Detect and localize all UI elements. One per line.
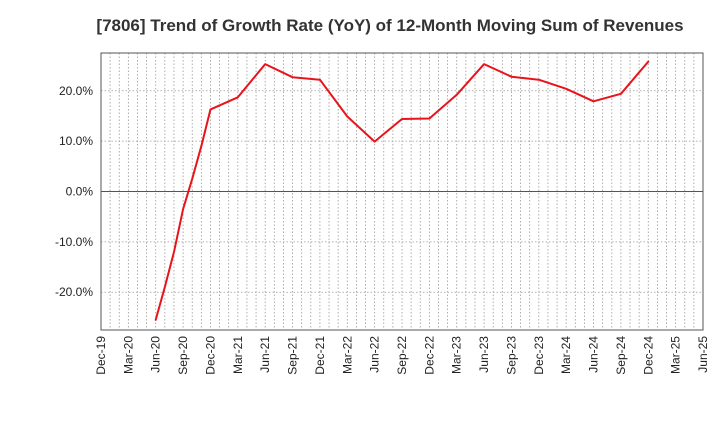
x-tick-label: Dec-22: [422, 336, 436, 375]
x-tick-label: Mar-25: [669, 336, 683, 374]
y-axis-labels: 20.0% 10.0% 0.0% -10.0% -20.0%: [55, 84, 93, 299]
x-tick-label: Sep-24: [614, 336, 628, 375]
x-tick-label: Jun-22: [368, 336, 382, 373]
x-tick-label: Dec-19: [94, 336, 108, 375]
series-line-0: [154, 60, 650, 321]
x-tick-label: Dec-24: [641, 336, 655, 375]
x-tick-label: Jun-25: [696, 336, 710, 373]
x-tick-label: Dec-21: [313, 336, 327, 375]
y-tick-label: 10.0%: [59, 134, 93, 148]
x-tick-label: Sep-23: [504, 336, 518, 375]
x-tick-label: Sep-20: [176, 336, 190, 375]
x-tick-label: Sep-21: [286, 336, 300, 375]
y-tick-label: 20.0%: [59, 84, 93, 98]
x-tick-label: Jun-23: [477, 336, 491, 373]
series-lines: [154, 60, 650, 321]
y-tick-label: -20.0%: [55, 285, 93, 299]
x-tick-label: Dec-20: [203, 336, 217, 375]
x-axis-labels: Dec-19 Mar-20 Jun-20 Sep-20 Dec-20 Mar-21 Jun-…: [94, 336, 710, 375]
plot-frame: [100, 52, 704, 331]
x-tick-label: Mar-24: [559, 336, 573, 374]
x-tick-label: Mar-22: [340, 336, 354, 374]
x-tick-label: Mar-21: [231, 336, 245, 374]
x-tick-label: Dec-23: [532, 336, 546, 375]
y-tick-label: 0.0%: [66, 185, 94, 199]
x-tick-label: Sep-22: [395, 336, 409, 375]
x-tick-label: Jun-21: [258, 336, 272, 373]
x-tick-label: Jun-20: [149, 336, 163, 373]
x-tick-label: Mar-20: [121, 336, 135, 374]
grid-lines: [101, 53, 703, 330]
y-tick-label: -10.0%: [55, 235, 93, 249]
x-tick-label: Mar-23: [450, 336, 464, 374]
chart-title: [7806] Trend of Growth Rate (YoY) of 12-…: [96, 16, 683, 35]
x-tick-label: Jun-24: [587, 336, 601, 373]
